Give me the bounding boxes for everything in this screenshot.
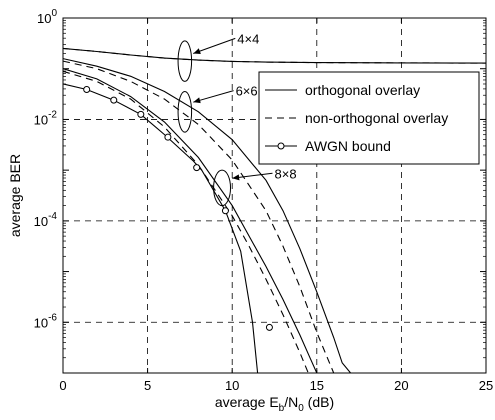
- series-line-44-dashed-1: [63, 47, 486, 64]
- legend-marker-2: [277, 142, 285, 150]
- legend: orthogonal overlay non-orthogonal overlay…: [258, 71, 480, 165]
- annotation-ellipse-1: [177, 91, 193, 133]
- x-tick-label-3: 15: [310, 378, 324, 393]
- awgn-marker-3: [164, 133, 172, 141]
- annotation-ellipse-2: [213, 169, 232, 207]
- annotation-label-2: 8×8: [275, 166, 297, 181]
- y-tick-label-1: 10-2: [34, 109, 58, 127]
- x-tick-label-1: 5: [144, 378, 151, 393]
- x-axis-label: average Eb/N0 (dB): [215, 394, 334, 414]
- series-group: [63, 47, 486, 373]
- annotation-label-1: 6×6: [236, 84, 258, 99]
- x-tick-label-4: 20: [394, 378, 408, 393]
- annotation-ellipse-0: [177, 40, 193, 82]
- series-line-88-dashed-5: [63, 70, 309, 373]
- annotation-arrow-1: [193, 90, 234, 104]
- series-line-44-solid-0: [63, 47, 486, 64]
- awgn-marker-6: [265, 323, 273, 331]
- x-tick-label-5: 25: [479, 378, 493, 393]
- series-line-AWGN-solid-markers-6: [63, 83, 259, 373]
- series-line-88-solid-4: [63, 68, 318, 373]
- awgn-marker-5: [221, 207, 229, 215]
- legend-label-1: non-orthogonal overlay: [305, 110, 448, 126]
- y-tick-label-3: 10-6: [34, 312, 58, 330]
- legend-label-2: AWGN bound: [305, 138, 391, 154]
- annotation-arrow-2: [232, 172, 273, 181]
- x-tick-label-2: 10: [225, 378, 239, 393]
- annotation-label-0: 4×4: [237, 31, 259, 46]
- awgn-marker-0: [83, 86, 91, 94]
- awgn-marker-2: [137, 110, 145, 118]
- legend-label-0: orthogonal overlay: [305, 82, 420, 98]
- annotation-arrow-0: [193, 37, 236, 54]
- series-line-66-solid-2: [63, 58, 352, 373]
- annotations: 4×4 6×6 8×8: [177, 31, 297, 207]
- y-tick-label-2: 10-4: [34, 211, 58, 229]
- y-tick-label-0: 100: [37, 8, 57, 26]
- plot-frame: [62, 17, 487, 374]
- awgn-marker-4: [193, 164, 201, 172]
- awgn-marker-1: [110, 96, 118, 104]
- y-axis-label: average BER: [7, 154, 23, 237]
- series-line-66-dashed-3: [63, 60, 335, 373]
- x-tick-label-0: 0: [59, 378, 66, 393]
